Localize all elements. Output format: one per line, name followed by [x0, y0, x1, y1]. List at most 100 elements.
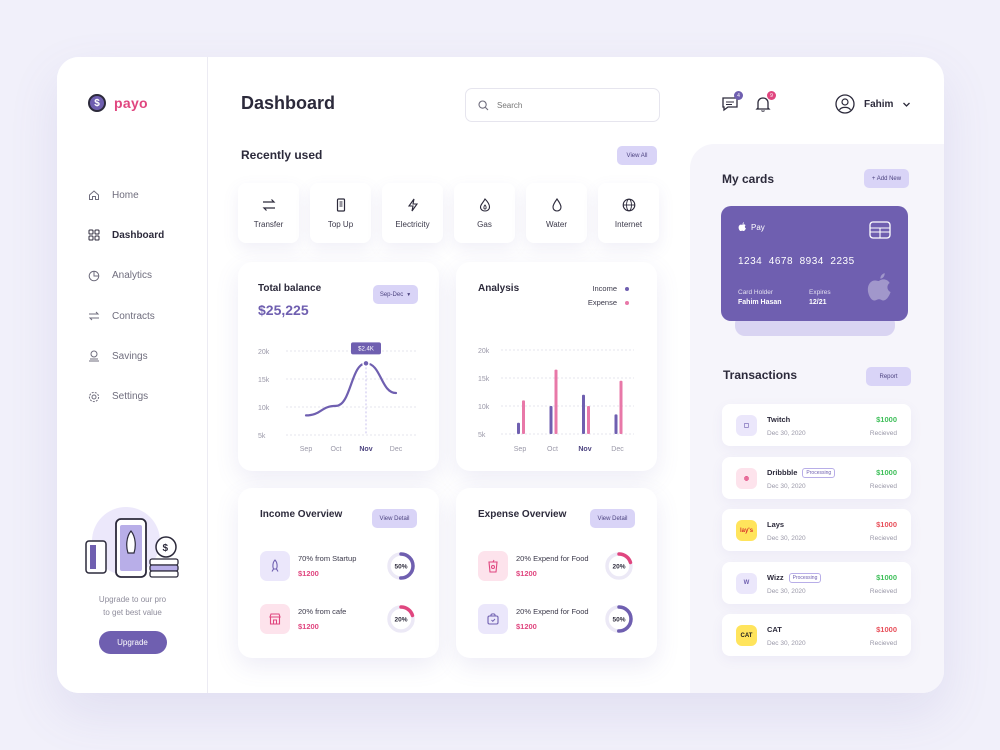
logo[interactable]: $ payo [88, 94, 148, 112]
quick-action-top-up[interactable]: Top Up [310, 183, 371, 243]
sidebar-nav: Home Dashboard Analytics Contracts Savin… [87, 175, 164, 417]
card-holder-name: Fahim Hasan [738, 299, 782, 306]
transaction-name: Wizz Processing [767, 572, 822, 583]
bar-expense[interactable] [522, 400, 525, 434]
cat-logo-icon: CAT [736, 625, 757, 646]
expense-item[interactable]: 20% Expend for Food $1200 [478, 551, 589, 581]
quick-action-label: Water [545, 219, 568, 229]
income-item[interactable]: 20% from cafe $1200 [260, 604, 346, 634]
messages-button[interactable]: 4 [721, 91, 743, 115]
bell-icon [755, 97, 771, 112]
bar-income[interactable] [517, 422, 520, 434]
donut-arc [387, 552, 415, 580]
expense-donut: 20% [605, 552, 633, 580]
bag-icon [478, 604, 508, 634]
bar-expense[interactable] [554, 369, 558, 434]
avatar-icon [835, 94, 855, 114]
transaction-row[interactable]: ◍ Dribbble Processing Dec 30, 2020 $1000 Reci… [722, 456, 911, 499]
drop-icon [551, 197, 562, 212]
sidebar-item-dashboard[interactable]: Dashboard [87, 215, 164, 255]
grid-icon [87, 229, 100, 242]
range-dropdown[interactable]: Sep-Dec ▼ [373, 285, 418, 304]
x-tick-label: Sep [300, 446, 313, 453]
transaction-amount: $1000 [876, 467, 897, 477]
transaction-amount: $1000 [876, 415, 897, 424]
income-item-label: 70% from Startup [298, 554, 357, 563]
logo-icon: $ [88, 94, 106, 112]
pie-chart-icon [87, 269, 100, 282]
highlight-point[interactable] [362, 359, 370, 368]
bar-expense[interactable] [587, 406, 590, 434]
donut-label: 20% [394, 617, 407, 624]
report-button[interactable]: Report [866, 367, 911, 386]
upgrade-text-line-1: Upgrade to our pro [98, 595, 167, 604]
transaction-row[interactable]: lay's Lays Dec 30, 2020 $1000 Recieved [722, 509, 911, 551]
income-view-detail-button[interactable]: View Detail [372, 509, 417, 528]
transfer-icon [262, 198, 275, 211]
sidebar-item-home[interactable]: Home [87, 175, 164, 215]
add-new-card-button[interactable]: + Add New [864, 169, 909, 188]
chevron-down-icon [903, 102, 911, 107]
store-icon [260, 604, 290, 634]
quick-action-label: Top Up [327, 219, 354, 229]
y-tick-label: 20k [258, 349, 270, 356]
notifications-button[interactable]: 9 [754, 91, 776, 115]
transaction-name: Lays [767, 520, 784, 529]
upgrade-button[interactable]: Upgrade [98, 631, 167, 654]
expense-item-label: 20% Expend for Food [516, 607, 589, 616]
legend-income: Income [592, 284, 629, 293]
bar-income[interactable] [614, 414, 618, 434]
transaction-row[interactable]: CAT CAT Dec 30, 2020 $1000 Recieved [722, 614, 911, 656]
quick-action-internet[interactable]: Internet [598, 183, 659, 243]
transaction-name-label: Twitch [767, 415, 791, 424]
transaction-row[interactable]: ▢ Twitch Dec 30, 2020 $1000 Recieved [722, 404, 911, 446]
quick-action-electricity[interactable]: Electricity [382, 183, 443, 243]
bar-income[interactable] [582, 394, 585, 434]
transaction-date: Dec 30, 2020 [767, 535, 806, 542]
x-tick-label: Nov [578, 446, 591, 453]
sidebar-item-settings[interactable]: Settings [87, 376, 164, 416]
range-dropdown-label: Sep-Dec [379, 291, 404, 298]
rocket-icon [260, 551, 290, 581]
x-tick-label: Dec [611, 446, 624, 453]
tooltip-label: $2.4K [358, 346, 374, 352]
search-input[interactable] [497, 100, 637, 110]
quick-action-transfer[interactable]: Transfer [238, 183, 299, 243]
transaction-status: Recieved [869, 640, 897, 647]
user-menu[interactable]: Fahim [835, 94, 911, 114]
quick-action-gas[interactable]: Gas [454, 183, 515, 243]
notifications-badge: 9 [767, 91, 776, 100]
gear-icon [87, 390, 100, 403]
card-holder-label: Card Holder [738, 289, 774, 296]
transaction-name: Dribbble Processing [767, 467, 836, 478]
transaction-row[interactable]: W Wizz Processing Dec 30, 2020 $1000 Recieved [722, 561, 911, 604]
y-tick-label: 5k [258, 433, 266, 440]
expense-view-detail-button[interactable]: View Detail [590, 509, 635, 528]
sidebar-item-label: Settings [112, 391, 149, 403]
quick-action-label: Internet [614, 219, 643, 229]
sidebar-item-savings[interactable]: Savings [87, 336, 164, 376]
total-balance-amount: $25,225 [258, 302, 309, 318]
credit-card[interactable]: Pay 1234 4678 8934 2235 Card Holder Fahi… [721, 206, 908, 321]
expense-item-amount: $1200 [516, 622, 537, 631]
quick-action-water[interactable]: Water [526, 183, 587, 243]
twitch-logo-icon: ▢ [736, 415, 757, 436]
view-all-button[interactable]: View All [617, 146, 657, 165]
bar-income[interactable] [549, 406, 553, 434]
search-box[interactable] [465, 88, 660, 122]
income-donut: 20% [387, 605, 415, 633]
sidebar-item-analytics[interactable]: Analytics [87, 256, 164, 296]
y-tick-label: 10k [478, 404, 490, 411]
card-brand: Pay [738, 222, 765, 232]
transaction-name-label: Wizz [767, 573, 784, 582]
card-brand-label: Pay [751, 222, 765, 232]
upgrade-illustration-icon: $ [85, 507, 179, 578]
processing-badge: Processing [802, 467, 836, 478]
processing-badge: Processing [788, 572, 822, 583]
expense-item[interactable]: 20% Expend for Food $1200 [478, 604, 589, 634]
transaction-date: Dec 30, 2020 [767, 482, 806, 490]
sidebar-item-contracts[interactable]: Contracts [87, 296, 164, 336]
bar-expense[interactable] [619, 380, 623, 434]
home-icon [87, 189, 100, 202]
income-item[interactable]: 70% from Startup $1200 [260, 551, 356, 581]
